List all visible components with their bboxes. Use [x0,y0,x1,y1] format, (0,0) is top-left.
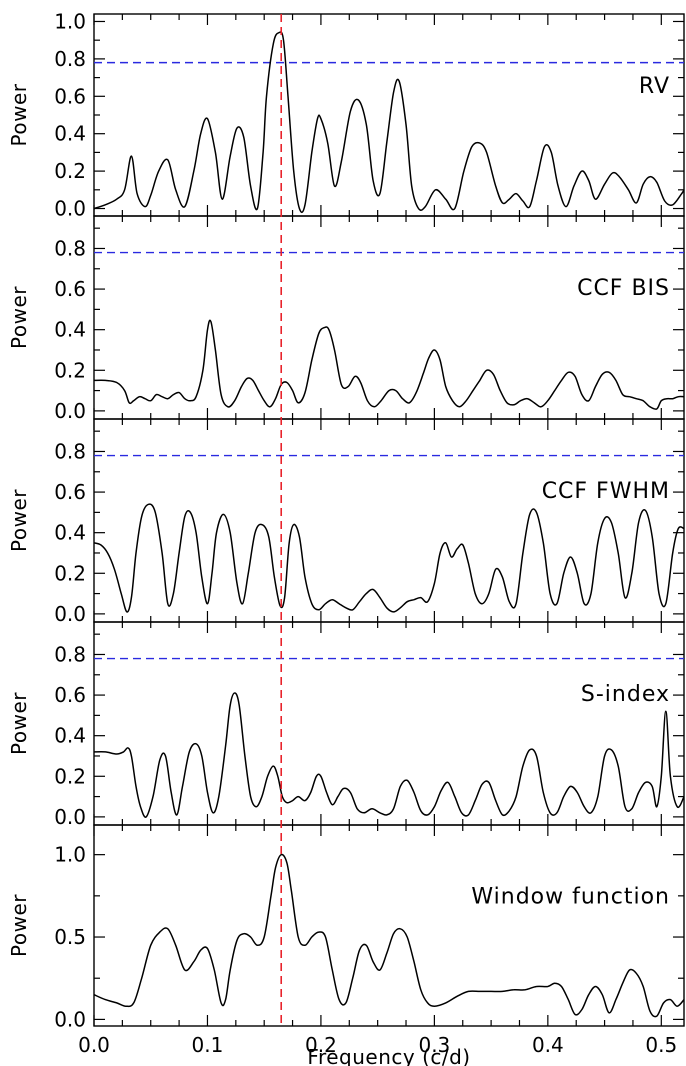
y-tick-label: 0.6 [54,683,86,707]
y-tick-label: 0.8 [54,439,86,463]
y-axis-title: Power [7,489,31,552]
x-tick-label: 0.3 [418,1033,450,1057]
x-tick-label: 0.5 [645,1033,677,1057]
panel-frame [93,13,685,217]
series-line-1 [93,31,685,213]
y-tick-label: 1.0 [54,843,86,867]
y-tick-label: 0.2 [54,159,86,183]
series-line-5 [93,853,685,1018]
y-tick-label: 0.0 [54,805,86,829]
y-tick-label: 0.5 [54,925,86,949]
y-tick-label: 0.4 [54,122,86,146]
x-tick-label: 0.0 [78,1033,110,1057]
y-tick-label: 1.0 [54,9,86,33]
y-tick-label: 0.2 [54,561,86,585]
y-tick-label: 0.6 [54,480,86,504]
series-line-2 [93,319,685,410]
y-tick-label: 0.0 [54,602,86,626]
panel-label: CCF FWHM [542,479,670,504]
panel-1: 0.0 0.2 0.4 0.6 0.8 1.0 RV Power [7,9,685,221]
y-axis-title: Power [7,83,31,146]
panel-label: CCF BIS [577,276,670,301]
panel-frame [93,418,685,623]
x-axis-title: Frequency (c/d) [307,1045,470,1066]
y-tick-label: 0.0 [54,1007,86,1031]
y-tick-label: 0.8 [54,47,86,71]
x-axis: 0.0 0.1 0.2 0.3 0.4 0.5 [78,1033,677,1057]
panel-5: 0.0 0.5 1.0 Window function Power [7,824,685,1031]
y-tick-label: 0.4 [54,521,86,545]
y-axis-title: Power [7,692,31,755]
panel-frame [93,621,685,826]
y-tick-label: 0.6 [54,277,86,301]
series-line-4 [93,692,685,818]
panel-2: 0.0 0.2 0.4 0.6 0.8 CCF BIS Power [7,215,685,423]
y-tick-label: 0.0 [54,197,86,221]
y-tick-label: 0.2 [54,358,86,382]
x-tick-label: 0.2 [305,1033,337,1057]
series-line-3 [93,503,685,613]
panel-frame [93,824,685,1027]
y-tick-label: 0.0 [54,399,86,423]
y-tick-label: 0.8 [54,642,86,666]
y-axis-title: Power [7,286,31,349]
y-axis-title: Power [7,894,31,957]
panel-frame [93,215,685,420]
y-tick-label: 0.2 [54,764,86,788]
panel-4: 0.0 0.2 0.4 0.6 0.8 S-index Power [7,621,685,829]
panel-label: RV [639,74,670,99]
panels-group: 0.0 0.2 0.4 0.6 0.8 1.0 RV Power 0.0 0.2 0.4 0.6 0.8… [7,9,685,1031]
y-tick-label: 0.4 [54,318,86,342]
panel-3: 0.0 0.2 0.4 0.6 0.8 CCF FWHM Power [7,418,685,626]
y-tick-label: 0.8 [54,236,86,260]
panel-label: Window function [471,884,670,909]
x-tick-label: 0.4 [532,1033,564,1057]
y-tick-label: 0.6 [54,84,86,108]
x-tick-label: 0.1 [192,1033,224,1057]
panel-label: S-index [581,682,670,707]
y-tick-label: 0.4 [54,724,86,748]
